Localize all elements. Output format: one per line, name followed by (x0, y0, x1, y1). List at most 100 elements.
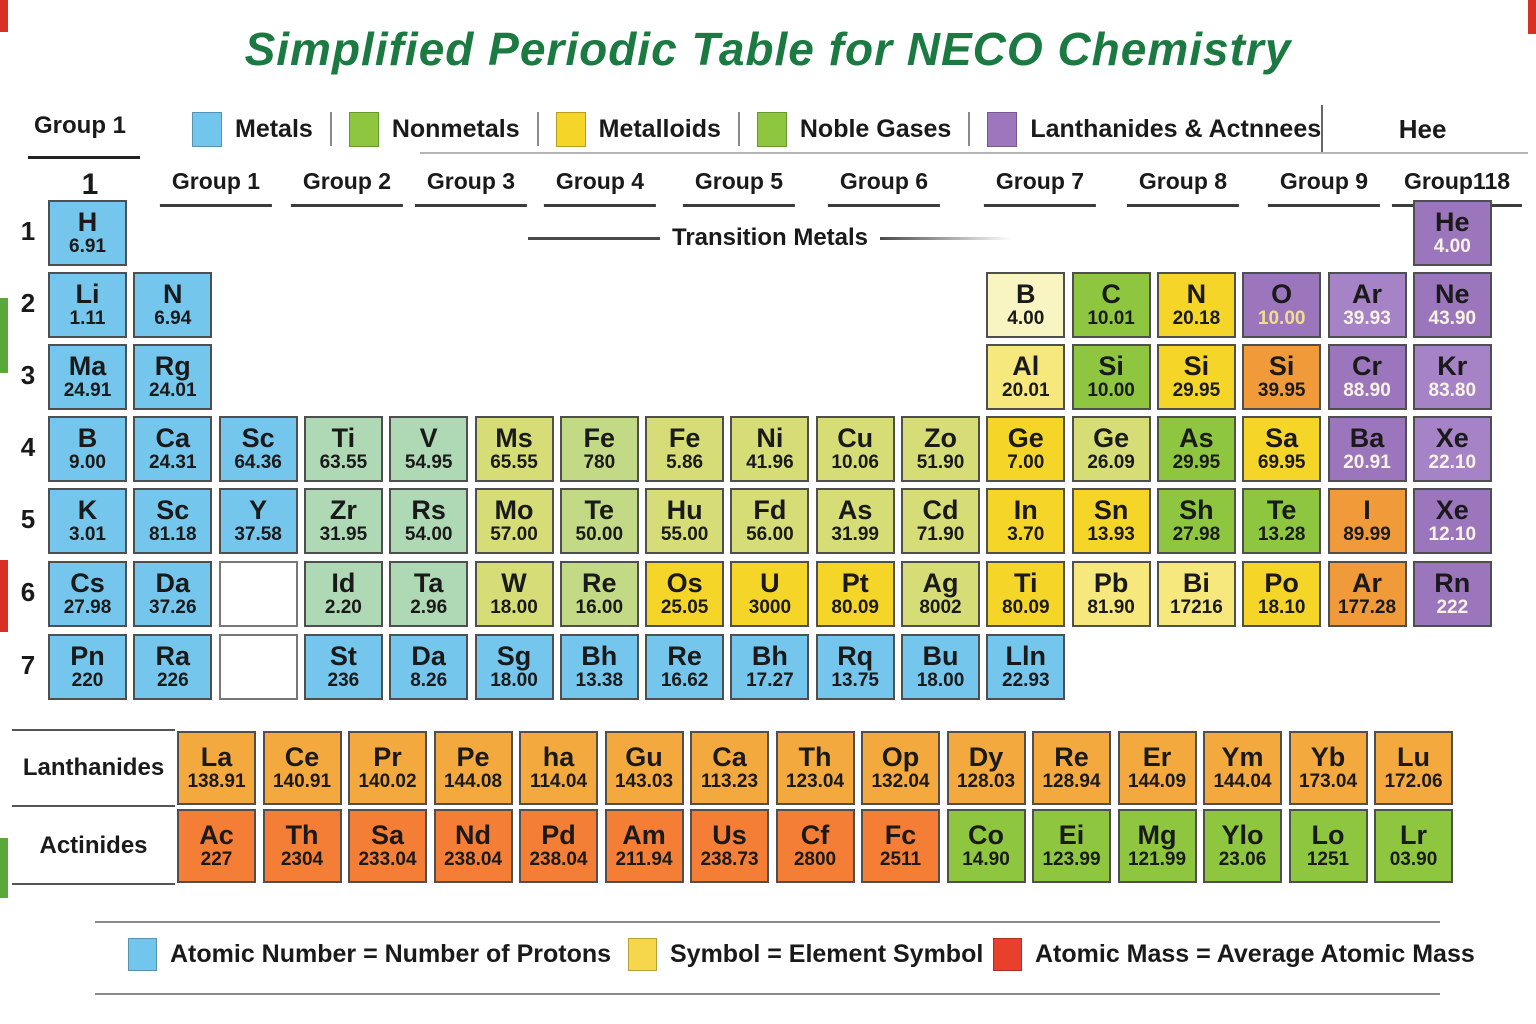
element-symbol: Ne (1435, 279, 1470, 310)
lanthanide-cell-Gu: Gu 143.03 (604, 731, 684, 805)
element-cell-He: He 4.00 (1412, 200, 1492, 266)
element-symbol: Si (1268, 351, 1295, 382)
element-symbol: Da (155, 568, 191, 599)
element-symbol: N (1186, 279, 1207, 310)
legend-swatch-noble-gases (756, 111, 787, 147)
actinide-cell-Ac: Ac 227 (177, 809, 256, 883)
legend-label: Lanthanides & Actnnees (1030, 114, 1322, 143)
element-symbol: As (1179, 423, 1214, 454)
element-mass: 50.00 (575, 524, 624, 546)
element-cell-Sg: Sg 18.00 (474, 634, 554, 700)
element-mass: 18.00 (916, 670, 965, 692)
element-symbol: Ca (155, 423, 191, 454)
element-cell-Ar: Ar 177.28 (1327, 561, 1407, 627)
element-cell-Si: Si 39.95 (1242, 344, 1322, 410)
element-mass: 780 (583, 452, 616, 474)
element-symbol: Cu (837, 423, 874, 454)
element-mass: 54.95 (404, 452, 453, 474)
legend-label: Nonmetals (391, 114, 520, 143)
element-symbol: Am (622, 820, 666, 851)
element-cell-Po: Po 18.10 (1242, 561, 1322, 627)
element-symbol: Pn (70, 641, 105, 672)
element-mass: 63.55 (319, 452, 368, 474)
element-symbol: Ac (199, 820, 234, 851)
element-symbol: Hu (666, 495, 703, 526)
element-cell-Fe: Fe 5.86 (645, 416, 725, 482)
element-mass: 128.03 (956, 771, 1016, 793)
lanthanide-cell-Th: Th 123.04 (775, 731, 855, 805)
element-symbol: Fe (583, 423, 616, 454)
element-mass: 132.04 (871, 771, 930, 793)
element-cell-U: U 3000 (730, 561, 810, 627)
element-cell-Ta: Ta 2.96 (389, 561, 469, 627)
element-cell-C: C 10.01 (1071, 272, 1151, 338)
element-mass: 37.26 (149, 597, 197, 619)
column-header-group-8: Group 8 (1126, 168, 1240, 207)
element-symbol: Fd (753, 495, 787, 526)
element-symbol: ha (542, 742, 575, 773)
element-symbol: Th (285, 820, 319, 851)
element-mass: 8.26 (410, 670, 448, 692)
transition-metals-label: Transition Metals (671, 224, 869, 251)
element-mass: 7.00 (1007, 452, 1045, 474)
legend-label: Metals (235, 114, 313, 143)
element-mass: 233.04 (358, 849, 417, 871)
element-symbol: Rq (837, 641, 874, 672)
element-cell-Cr: Cr 88.90 (1327, 344, 1407, 410)
element-symbol: Ti (331, 423, 356, 454)
element-mass: 43.90 (1428, 308, 1477, 330)
element-symbol: Cd (922, 495, 959, 526)
lanthanide-cell-Lu: Lu 172.06 (1374, 731, 1453, 805)
element-symbol: St (329, 641, 357, 672)
bottom-legend-text: Atomic Mass = Average Atomic Mass (1035, 940, 1475, 968)
element-mass: 10.01 (1087, 308, 1135, 330)
element-symbol: Ca (712, 742, 747, 773)
bottom-legend-bottom-line (95, 993, 1440, 995)
element-symbol: As (837, 495, 873, 526)
legend-item-nonmetals: Nonmetals (348, 111, 520, 147)
period-number-7: 7 (20, 650, 36, 680)
transition-line-left (528, 236, 660, 240)
element-mass: 03.90 (1389, 849, 1438, 871)
element-mass: 114.04 (529, 771, 588, 793)
edge-artifact (0, 0, 8, 32)
element-symbol: Ylo (1221, 820, 1264, 851)
element-cell-B: B 9.00 (48, 416, 127, 482)
element-mass: 22.93 (1002, 670, 1050, 692)
element-cell-Da: Da 8.26 (389, 634, 469, 700)
element-mass: 27.98 (1172, 524, 1221, 546)
legend-right-label: Hee (1398, 113, 1447, 144)
element-symbol: Re (582, 568, 617, 599)
element-symbol: Pe (456, 742, 490, 773)
legend-separator (968, 112, 971, 146)
element-mass: 236 (327, 670, 360, 692)
element-symbol: Rn (1434, 568, 1471, 599)
element-cell-Al: Al 20.01 (986, 344, 1066, 410)
element-mass: 18.00 (490, 670, 538, 692)
element-mass: 89.99 (1343, 524, 1391, 546)
element-cell-Hu: Hu 55.00 (645, 488, 725, 554)
element-mass: 238.04 (529, 849, 588, 871)
element-symbol: Ni (756, 423, 784, 454)
element-mass: 31.99 (831, 524, 879, 546)
actinide-cell-Ei: Ei 123.99 (1032, 809, 1111, 883)
element-cell-Bh: Bh 13.38 (559, 634, 639, 700)
element-symbol: Bh (581, 641, 618, 672)
element-symbol: Ti (1014, 568, 1038, 599)
element-cell-Pn: Pn 220 (48, 634, 127, 700)
actinide-cell-Th: Th 2304 (262, 809, 342, 883)
legend-swatch-lanthanides-actnnees (987, 111, 1018, 147)
bottom-legend-swatch (628, 938, 657, 971)
actinide-cell-Mg: Mg 121.99 (1117, 809, 1197, 883)
element-mass: 80.09 (831, 597, 879, 619)
element-symbol: Op (881, 742, 920, 773)
element-mass: 144.04 (1213, 771, 1272, 793)
element-cell-Re: Re 16.62 (645, 634, 725, 700)
element-mass: 10.06 (831, 452, 879, 474)
element-mass: 54.00 (404, 524, 453, 546)
element-mass: 25.05 (660, 597, 709, 619)
element-symbol: Ag (922, 568, 959, 599)
element-cell-Da: Da 37.26 (133, 561, 213, 627)
element-mass: 39.95 (1257, 380, 1306, 402)
actinide-cell-Sa: Sa 233.04 (348, 809, 427, 883)
